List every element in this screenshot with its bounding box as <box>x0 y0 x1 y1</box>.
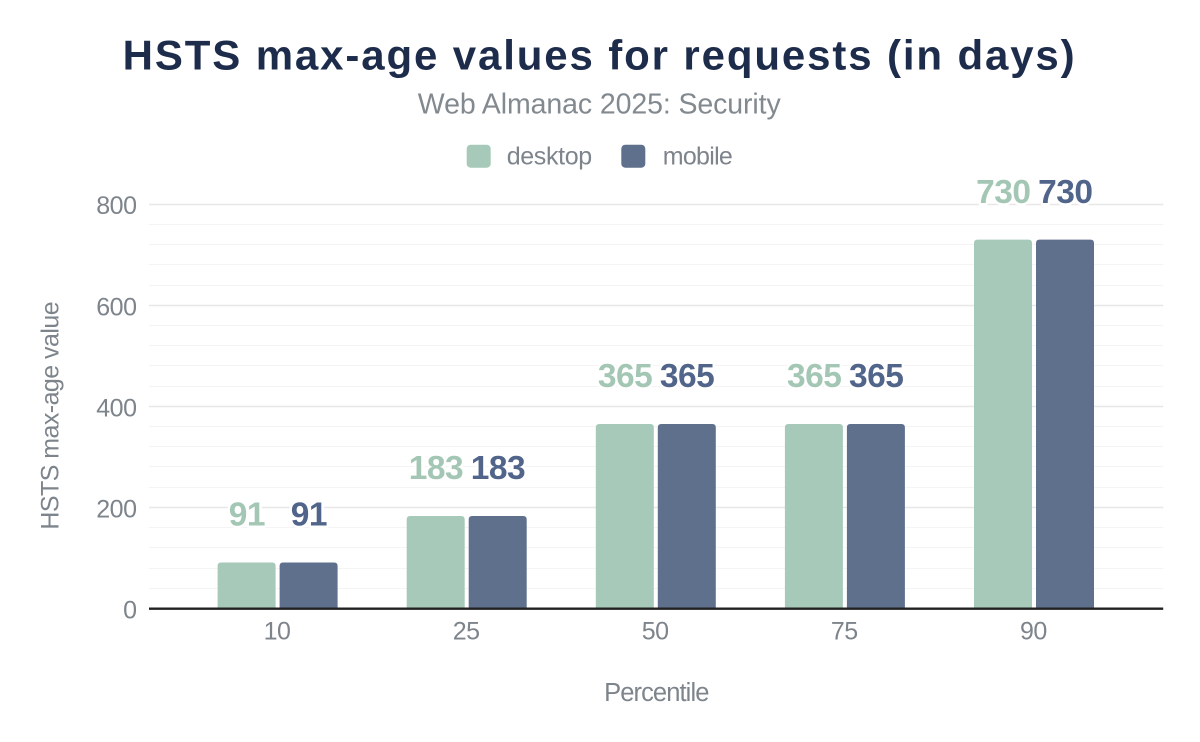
svg-text:800: 800 <box>96 192 136 220</box>
svg-text:365: 365 <box>598 358 652 395</box>
svg-text:75: 75 <box>831 618 858 646</box>
svg-text:365: 365 <box>849 358 903 395</box>
svg-text:400: 400 <box>96 394 136 422</box>
svg-text:730: 730 <box>1038 174 1092 211</box>
svg-text:730: 730 <box>976 174 1030 211</box>
svg-text:Web Almanac 2025: Security: Web Almanac 2025: Security <box>418 89 782 121</box>
svg-text:365: 365 <box>660 358 714 395</box>
svg-text:25: 25 <box>453 618 480 646</box>
svg-text:HSTS max-age value: HSTS max-age value <box>36 302 64 530</box>
svg-text:mobile: mobile <box>663 143 732 171</box>
svg-text:50: 50 <box>642 618 669 646</box>
svg-text:90: 90 <box>1020 618 1047 646</box>
svg-text:0: 0 <box>123 597 136 625</box>
svg-text:desktop: desktop <box>507 143 592 171</box>
svg-text:183: 183 <box>409 450 463 487</box>
svg-text:HSTS max-age values for reques: HSTS max-age values for requests (in day… <box>123 32 1077 79</box>
svg-text:183: 183 <box>471 450 525 487</box>
svg-text:365: 365 <box>787 358 841 395</box>
svg-text:91: 91 <box>229 497 265 534</box>
svg-text:200: 200 <box>96 495 136 523</box>
svg-text:91: 91 <box>291 497 327 534</box>
svg-text:10: 10 <box>264 618 291 646</box>
svg-text:600: 600 <box>96 293 136 321</box>
svg-text:Percentile: Percentile <box>604 679 709 707</box>
